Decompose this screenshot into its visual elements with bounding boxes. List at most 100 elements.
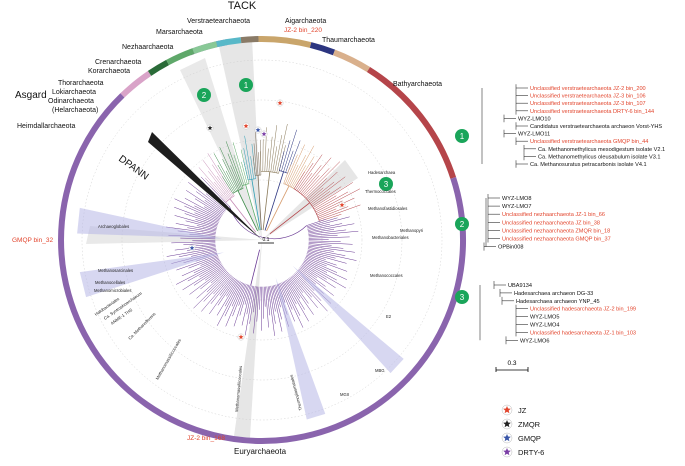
branch — [264, 287, 265, 307]
branch — [306, 256, 347, 271]
branch — [284, 130, 297, 172]
thor-loki-arc — [168, 51, 194, 62]
branch — [291, 146, 314, 187]
branch — [265, 172, 284, 231]
cren-label: Crenarchaeota — [95, 59, 141, 66]
branch — [307, 219, 326, 225]
leaf-label: Unclassified verstraetearchaeota DRTY-6 … — [530, 109, 654, 115]
leaf-label: WYZ-LMO8 — [502, 196, 532, 202]
leaf-label: Unclassified verstraetearchaeota JZ-3 bi… — [530, 94, 646, 100]
cren-kor-arc — [193, 44, 217, 51]
tack-label: TACK — [228, 0, 257, 12]
jz168-label: JZ-2 bin_168 — [187, 435, 225, 442]
branch — [267, 149, 269, 172]
verstraete-label: Verstraetearchaeota — [187, 18, 250, 25]
e2-label: E2 — [386, 314, 392, 319]
verstraete-arc — [259, 39, 311, 45]
thermococ-label: Thermococcales — [365, 189, 396, 194]
methanosarc-label: Methanosarcinales — [98, 268, 133, 273]
tree-scale-label: 0.1 — [263, 237, 270, 243]
branch — [270, 203, 310, 234]
leaf-label: Unclassified hadesarchaeota JZ-2 bin_199 — [530, 307, 636, 313]
leaf-label: Hadesarchaea archaeon DG-33 — [514, 291, 593, 297]
order-highlight — [293, 266, 404, 373]
loki-label: Lokiarchaeota — [52, 89, 96, 96]
jz220-label: JZ-2 bin_220 — [284, 27, 322, 34]
leaf-label: Unclassified nezhaarchaeota ZMQR bin_18 — [502, 228, 610, 234]
order-highlight — [276, 278, 326, 420]
branch — [175, 199, 220, 220]
branch — [308, 224, 342, 231]
branch — [308, 249, 345, 256]
branch — [174, 207, 218, 223]
clade2-marker-label: 2 — [202, 91, 207, 100]
subtree-scale-bar: 0.3 — [496, 360, 528, 372]
marsarch-arc — [241, 39, 259, 40]
branch — [263, 172, 270, 230]
branch — [263, 287, 264, 319]
branch — [309, 237, 350, 238]
archaeoglob-label: Archaeoglobales — [98, 224, 129, 229]
leaf-label: Ca. Methanomethylicus mesodigestum isola… — [538, 147, 665, 153]
leaf-label: UBA9134 — [508, 283, 532, 289]
leaf-label: Unclassified verstraetearchaeota GMQP bi… — [530, 139, 648, 145]
branch — [277, 124, 288, 173]
leaf-label: WYZ-LMO11 — [518, 132, 550, 138]
leaf-label: Unclassified nezhaarchaeota JZ bin_38 — [502, 220, 600, 226]
aigarch-arc — [311, 45, 334, 52]
nezha-label: Nezhaarchaeota — [122, 44, 173, 51]
asgard-arc — [150, 63, 168, 74]
hela-label: (Helarchaeota) — [52, 107, 98, 114]
branch — [259, 152, 260, 175]
methanocella-label: Methanocellales — [95, 280, 125, 285]
methanobact-label: Methanobacteriales — [372, 235, 409, 240]
branch — [194, 206, 220, 219]
thaum-arc — [334, 52, 369, 69]
clade3-marker-label: 3 — [384, 180, 389, 189]
leaf-label: Unclassified nezhaarchaeota GMQP bin_37 — [502, 237, 611, 243]
leaf-label: WYZ-LMO6 — [520, 338, 550, 344]
leaf-label: Unclassified hadesarchaeota JZ-1 bin_103 — [530, 330, 636, 336]
subtree-scale-label: 0.3 — [507, 360, 516, 367]
dpann-label: DPANN — [116, 154, 150, 183]
legend-label: GMQP — [518, 434, 541, 443]
leaf-label: OPBin008 — [498, 245, 524, 251]
leaf-label: Ca. Methanomethylicus oleusabulum isolat… — [538, 154, 661, 160]
heim-label: Heimdallarchaeota — [17, 123, 75, 130]
thor-label: Thorarchaeota — [58, 80, 104, 87]
leaf-label: Unclassified verstraetearchaeota JZ-2 bi… — [530, 86, 646, 92]
branch — [309, 241, 341, 242]
methanofast-label: Methanofastidiosales — [368, 206, 407, 211]
leaf-label: WYZ-LMO10 — [518, 116, 551, 122]
branch — [260, 287, 261, 310]
methanoflor-label: Ca. Methanoflorens — [127, 311, 156, 340]
leaf-label: Unclassified nezhaarchaeota JZ-1 bin_66 — [502, 212, 605, 218]
heim-arc — [122, 73, 149, 95]
branch — [285, 155, 297, 185]
leaf-label: WYZ-LMO7 — [502, 204, 532, 210]
eury-label: Euryarchaeota — [234, 447, 287, 456]
leaf-label: Unclassified verstraetearchaeota JZ-3 bi… — [530, 101, 646, 107]
clade1-marker-label: 1 — [244, 81, 249, 90]
branch — [217, 176, 232, 197]
gmqp32-label: GMQP bin_32 — [12, 237, 53, 244]
source-legend: JZ ZMQR GMQP DRTY-6 — [502, 405, 544, 457]
subtree3-marker-label: 3 — [460, 293, 465, 302]
asgard-label: Asgard — [15, 90, 47, 101]
leaf-label: WYZ-LMO5 — [530, 315, 560, 321]
methanomicro-label: Methanomicrobiales — [94, 288, 131, 293]
subtree1-panel: Unclassified verstraetearchaeota JZ-2 bi… — [482, 84, 665, 168]
branch — [307, 251, 335, 258]
branch — [318, 209, 336, 217]
mbg-label: MBG — [375, 368, 385, 373]
legend-label: JZ — [518, 406, 527, 415]
kor-label: Korarchaeota — [88, 68, 130, 75]
leaf-label: Candidatus verstraetearchaeota archaeon … — [530, 124, 662, 130]
methanococ-label: Methanococcales — [370, 273, 403, 278]
legend-label: DRTY-6 — [518, 448, 544, 457]
legend-label: ZMQR — [518, 420, 541, 429]
hadesarch-label: Hadesarchaea — [368, 170, 396, 175]
